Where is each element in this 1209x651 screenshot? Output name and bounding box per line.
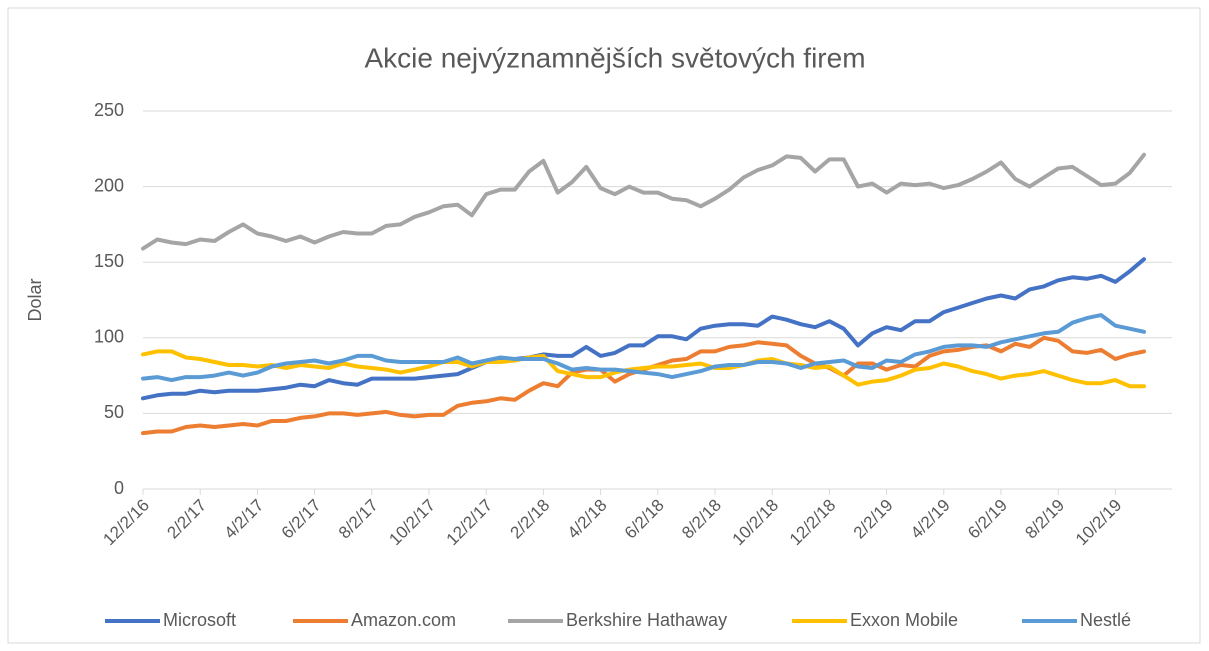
- legend-label: Nestlé: [1080, 610, 1131, 630]
- y-tick-label: 50: [104, 402, 124, 422]
- legend-label: Exxon Mobile: [850, 610, 958, 630]
- series-line: [141, 349, 1146, 389]
- y-tick-label: 100: [94, 327, 124, 347]
- y-axis-label: Dolar: [25, 278, 45, 321]
- legend-label: Amazon.com: [351, 610, 456, 630]
- legend-label: Microsoft: [163, 610, 236, 630]
- y-tick-label: 150: [94, 251, 124, 271]
- y-tick-label: 200: [94, 175, 124, 195]
- legend-label: Berkshire Hathaway: [566, 610, 727, 630]
- y-tick-label: 250: [94, 100, 124, 120]
- y-tick-label: 0: [114, 478, 124, 498]
- series-line: [141, 313, 1146, 383]
- chart-border: [7, 7, 1201, 644]
- series-line: [141, 257, 1146, 401]
- series-line: [141, 152, 1146, 251]
- chart-title: Akcie nejvýznamnějších světových firem: [364, 42, 865, 73]
